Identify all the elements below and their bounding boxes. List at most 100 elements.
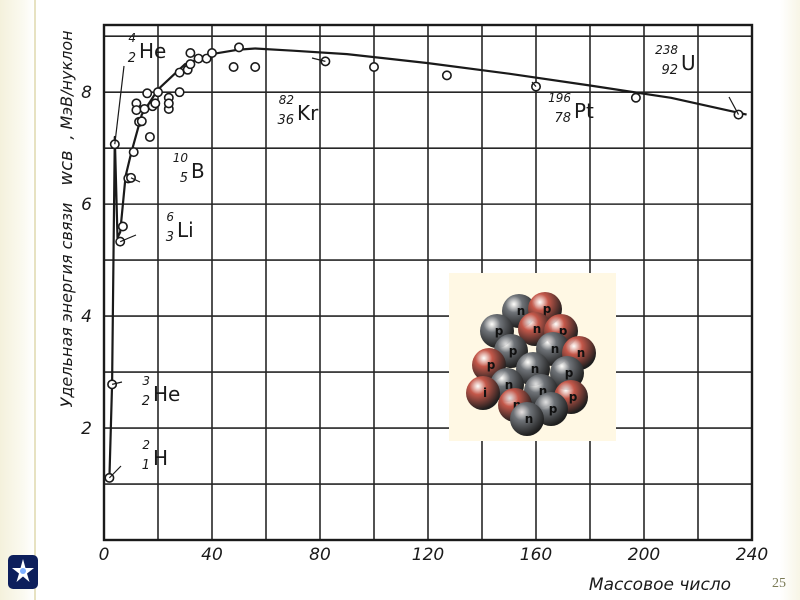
slide-left-rule (34, 0, 36, 600)
isotope-label: 82 36 Kr (277, 57, 326, 128)
nucleon-label: p (559, 324, 568, 338)
isotope-mass-number: 3 (142, 374, 150, 388)
star-logo-icon[interactable] (8, 555, 38, 589)
y-axis-label: Удельная энергия связи (57, 203, 76, 408)
data-point (185, 59, 196, 70)
data-point (163, 98, 174, 109)
isotope-label: 10 5 B (130, 151, 205, 186)
x-tick-label: 40 (201, 545, 223, 565)
nucleon-label: p (549, 402, 558, 416)
data-point (117, 221, 128, 232)
data-point (144, 131, 155, 142)
x-tick-label: 240 (736, 545, 768, 565)
data-point (250, 61, 261, 72)
x-axis-label: Массовое число (589, 575, 731, 595)
nucleon-label: p (565, 366, 574, 380)
y-tick-label: 2 (81, 419, 92, 439)
chart-grid (104, 25, 752, 540)
isotope-charge-number: 5 (180, 171, 188, 186)
nucleon-label: n (513, 398, 522, 412)
x-tick-label: 160 (520, 545, 552, 565)
chart-axes (102, 23, 754, 542)
isotope-symbol: H (153, 446, 168, 470)
data-point (207, 47, 218, 58)
data-point (228, 61, 239, 72)
data-point (185, 47, 196, 58)
nucleon-label: n (539, 384, 548, 398)
isotope-charge-number: 92 (661, 63, 678, 78)
isotope-label: 4 2 He (114, 31, 166, 145)
plot-frame (102, 23, 754, 542)
nucleon-label: n (525, 412, 534, 426)
isotope-leader-line (531, 81, 537, 87)
isotope-mass-number: 196 (548, 91, 571, 105)
axis-labels: 0 40 80 120 160 200 240 2 4 6 8 Массовое число Удель… (56, 30, 768, 595)
nucleon-label: p (543, 302, 552, 316)
data-point (136, 116, 147, 127)
data-point (234, 42, 245, 53)
isotope-mass-number: 4 (128, 31, 136, 45)
data-point (174, 67, 185, 78)
isotope-charge-number: 2 (128, 51, 136, 66)
isotope-mass-number: 6 (166, 210, 174, 224)
isotope-symbol: He (153, 382, 180, 406)
data-point (142, 88, 153, 99)
nucleus-icon: n pp n pp n np n pni n pn pn (466, 292, 596, 436)
isotope-leader-line (119, 234, 137, 243)
y-tick-label: 6 (81, 195, 92, 215)
slide-right-border (780, 0, 800, 600)
nucleon-label: p (495, 324, 504, 338)
isotope-charge-number: 36 (277, 113, 294, 128)
nucleon-ball (466, 376, 500, 410)
nucleon-label: n (533, 322, 542, 336)
isotope-charge-number: 2 (142, 394, 150, 409)
isotope-symbol: B (191, 159, 205, 183)
isotope-label: 196 78 Pt (531, 81, 594, 126)
nucleon-label: p (509, 344, 518, 358)
nucleon-label: n (517, 304, 526, 318)
page-number: 25 (772, 576, 786, 591)
isotope-label: 238 92 U (655, 43, 740, 115)
isotope-symbol: He (139, 39, 166, 63)
x-tick-label: 0 (99, 545, 110, 565)
x-tick-label: 120 (412, 545, 444, 565)
isotope-leader-line (728, 96, 740, 115)
nucleon-label: n (531, 362, 540, 376)
neutron-sphere: n (510, 402, 544, 436)
y-tick-label: 4 (81, 307, 92, 327)
isotope-symbol: Li (177, 218, 194, 242)
isotope-mass-number: 10 (173, 151, 189, 165)
nucleon-label: n (577, 346, 586, 360)
isotope-leader-line (111, 381, 123, 385)
data-points (104, 42, 744, 483)
y-axis-unit: , МэВ/нуклон (57, 30, 76, 139)
isotope-leader-line (311, 57, 326, 62)
nucleon-label: p (569, 390, 578, 404)
nucleon-ball (510, 402, 544, 436)
y-tick-label: 8 (81, 83, 92, 103)
x-tick-label: 200 (628, 545, 660, 565)
slide-left-border (0, 0, 34, 600)
isotope-symbol: Pt (574, 99, 594, 123)
isotope-label: 2 1 H (108, 438, 168, 479)
isotope-leader-line (114, 65, 125, 145)
data-point (128, 147, 139, 158)
nucleon-label: p (487, 358, 496, 372)
data-point (193, 53, 204, 64)
data-point (153, 87, 164, 98)
isotope-mass-number: 2 (142, 438, 150, 452)
x-tick-label: 80 (309, 545, 331, 565)
isotope-charge-number: 3 (166, 230, 174, 245)
nucleon-label: i (483, 386, 487, 400)
data-point (131, 105, 142, 116)
data-point (150, 98, 161, 109)
isotope-leader-line (130, 177, 141, 183)
isotope-symbol: Kr (297, 101, 319, 125)
data-point (441, 70, 452, 81)
data-point (174, 87, 185, 98)
nucleon-label: n (505, 378, 514, 392)
nucleon-label: n (551, 342, 560, 356)
y-axis-symbol: wсв (56, 150, 77, 185)
